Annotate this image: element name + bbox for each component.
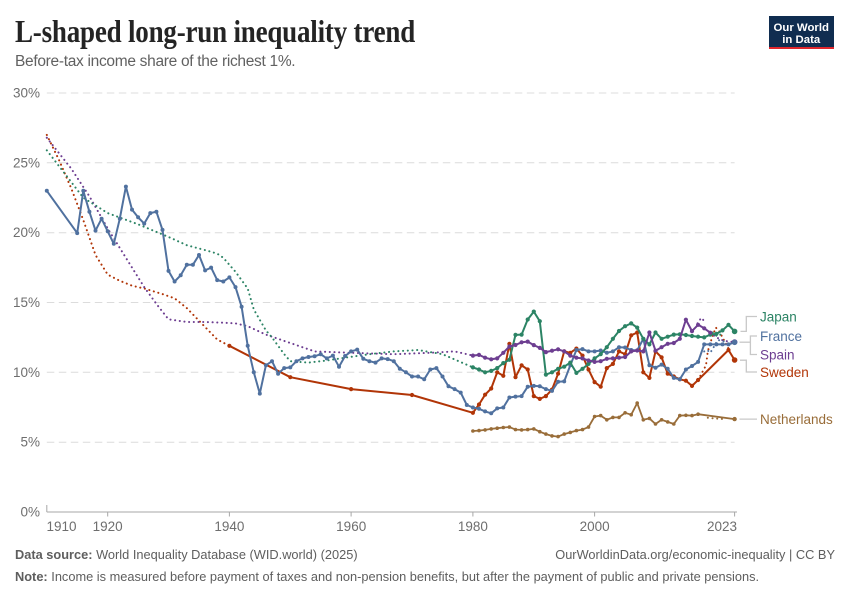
svg-text:2023: 2023 — [707, 519, 737, 534]
svg-text:1920: 1920 — [93, 519, 123, 534]
svg-text:5%: 5% — [20, 435, 40, 450]
svg-text:Netherlands: Netherlands — [760, 412, 833, 427]
svg-text:25%: 25% — [13, 155, 40, 170]
svg-text:0%: 0% — [20, 505, 40, 520]
svg-text:1940: 1940 — [214, 519, 244, 534]
svg-text:10%: 10% — [13, 365, 40, 380]
svg-text:30%: 30% — [13, 86, 40, 101]
svg-text:Japan: Japan — [760, 310, 797, 325]
svg-text:1980: 1980 — [458, 519, 488, 534]
svg-text:France: France — [760, 329, 802, 344]
svg-text:2000: 2000 — [580, 519, 610, 534]
svg-text:1960: 1960 — [336, 519, 366, 534]
svg-text:20%: 20% — [13, 225, 40, 240]
svg-text:Sweden: Sweden — [760, 365, 809, 380]
svg-text:Spain: Spain — [760, 348, 795, 363]
svg-text:1910: 1910 — [46, 519, 76, 534]
svg-text:15%: 15% — [13, 295, 40, 310]
